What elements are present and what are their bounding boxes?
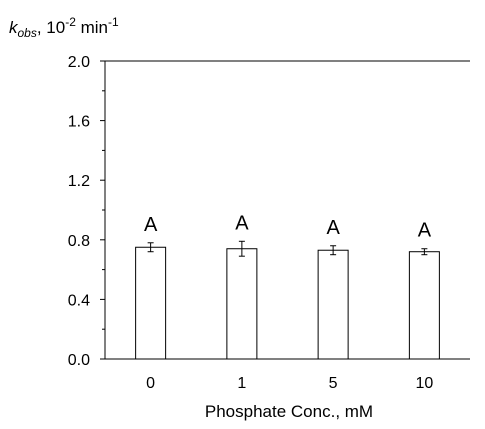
y-tick-label: 2.0 — [68, 54, 90, 71]
significance-label: A — [235, 212, 249, 234]
bar — [317, 249, 349, 360]
x-tick-label: 1 — [237, 375, 246, 392]
y-axis-title-sep: , 10 — [37, 18, 65, 37]
bar — [226, 248, 258, 360]
plot-area: 0.0 0.4 0.8 1.2 1.6 2.0 A 0 A 1 A 5 A 10 — [68, 54, 470, 392]
significance-label: A — [326, 217, 340, 239]
bar — [135, 246, 167, 360]
x-tick-label: 5 — [329, 375, 338, 392]
y-axis-title-unit: min — [76, 18, 108, 37]
bar — [408, 251, 440, 360]
y-tick-label: 0.4 — [68, 292, 90, 309]
y-axis-title-exponent-1: -2 — [65, 15, 76, 29]
x-axis-title: Phosphate Conc., mM — [205, 402, 373, 421]
x-tick-label: 10 — [415, 375, 433, 392]
y-axis-title-exponent-2: -1 — [108, 15, 119, 29]
significance-label: A — [418, 220, 432, 242]
y-axis-title-subscript: obs — [18, 26, 37, 40]
y-tick-label: 1.6 — [68, 114, 90, 131]
significance-label: A — [144, 214, 158, 236]
x-tick-label: 0 — [146, 375, 155, 392]
y-tick-label: 0.8 — [68, 233, 90, 250]
y-tick-label: 0.0 — [68, 352, 90, 369]
y-axis-title: kobs, 10-2 min-1 — [9, 15, 119, 40]
y-axis-title-symbol: k — [9, 18, 19, 37]
y-tick-label: 1.2 — [68, 173, 90, 190]
